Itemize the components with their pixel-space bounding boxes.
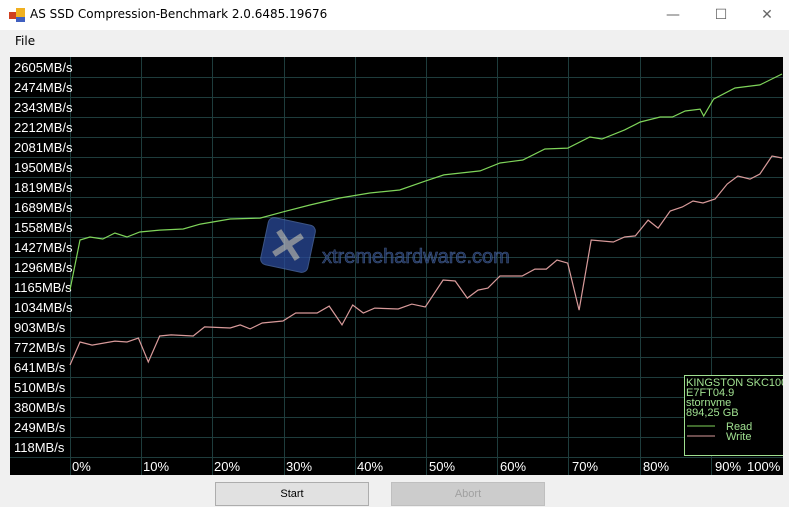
y-tick-label: 2605MB/s xyxy=(14,60,73,75)
app-icon xyxy=(9,8,25,22)
abort-button[interactable]: Abort xyxy=(391,482,545,506)
y-tick-label: 1034MB/s xyxy=(14,300,73,315)
x-tick-label: 50% xyxy=(429,459,455,474)
chart-svg: xtremehardware.com 2605MB/s 2474MB/s 2343M… xyxy=(10,57,787,475)
x-tick-label: 80% xyxy=(643,459,669,474)
y-tick-label: 1950MB/s xyxy=(14,160,73,175)
x-tick-label: 10% xyxy=(143,459,169,474)
y-tick-label: 641MB/s xyxy=(14,360,66,375)
legend: KINGSTON SKC100 E7FT04.9 stornvme 894,25… xyxy=(684,375,787,456)
menu-file[interactable]: File xyxy=(15,34,36,48)
y-tick-label: 1296MB/s xyxy=(14,260,73,275)
read-series-line xyxy=(69,73,783,291)
maximize-button[interactable]: ☐ xyxy=(714,7,728,23)
watermark: xtremehardware.com xyxy=(260,217,510,273)
legend-firmware: E7FT04.9 xyxy=(686,387,734,399)
y-tick-label: 1819MB/s xyxy=(14,180,73,195)
y-tick-label: 2343MB/s xyxy=(14,100,73,115)
y-tick-label: 1427MB/s xyxy=(14,240,73,255)
x-tick-label: 40% xyxy=(357,459,383,474)
watermark-text: xtremehardware.com xyxy=(322,246,510,268)
legend-read-label: Read xyxy=(726,421,752,433)
menu-bar: File xyxy=(0,30,789,52)
x-tick-label: 0% xyxy=(72,459,91,474)
y-tick-label: 2474MB/s xyxy=(14,80,73,95)
legend-drive-model: KINGSTON SKC100 xyxy=(686,377,783,389)
y-tick-label: 118MB/s xyxy=(14,440,65,455)
x-tick-label: 30% xyxy=(286,459,312,474)
y-tick-label: 1689MB/s xyxy=(14,200,73,215)
legend-write-label: Write xyxy=(726,431,751,443)
x-tick-label: 70% xyxy=(572,459,598,474)
write-series-line xyxy=(69,155,783,366)
window-title: AS SSD Compression-Benchmark 2.0.6485.19… xyxy=(30,7,328,21)
y-tick-label: 772MB/s xyxy=(14,340,66,355)
title-bar: AS SSD Compression-Benchmark 2.0.6485.19… xyxy=(0,0,789,30)
close-button[interactable]: ✕ xyxy=(761,7,773,23)
start-button[interactable]: Start xyxy=(215,482,369,506)
x-tick-label: 20% xyxy=(214,459,240,474)
minimize-button[interactable]: — xyxy=(666,7,680,23)
y-tick-label: 249MB/s xyxy=(14,420,66,435)
legend-capacity: 894,25 GB xyxy=(686,407,739,419)
y-tick-label: 1165MB/s xyxy=(14,280,72,295)
y-tick-label: 510MB/s xyxy=(14,380,66,395)
y-tick-label: 1558MB/s xyxy=(14,220,73,235)
y-tick-label: 380MB/s xyxy=(14,400,66,415)
y-tick-label: 2212MB/s xyxy=(14,120,73,135)
legend-driver: stornvme xyxy=(686,397,731,409)
x-tick-label: 60% xyxy=(500,459,526,474)
x-tick-label: 100% xyxy=(747,459,781,474)
x-tick-label: 90% xyxy=(715,459,741,474)
y-tick-label: 2081MB/s xyxy=(14,140,73,155)
benchmark-chart: xtremehardware.com 2605MB/s 2474MB/s 2343M… xyxy=(10,57,787,475)
y-tick-label: 903MB/s xyxy=(14,320,66,335)
